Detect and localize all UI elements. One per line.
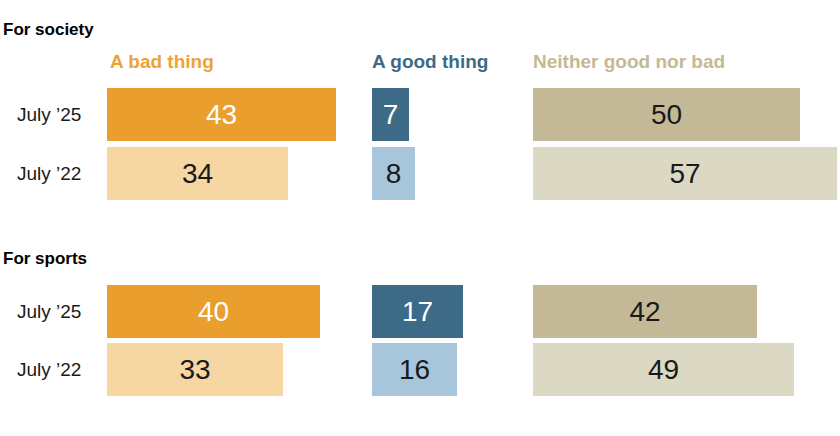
row-label-sports-july25: July ’25	[17, 285, 81, 338]
bar-society-july22-good: 8	[372, 147, 415, 200]
grouped-bar-chart: For society A bad thing A good thing Nei…	[0, 0, 840, 436]
bar-society-july25-neither: 50	[533, 88, 800, 141]
bar-value-label: 57	[669, 160, 700, 188]
bar-value-label: 34	[182, 160, 213, 188]
bar-value-label: 7	[383, 101, 399, 129]
legend-label-neither: Neither good nor bad	[533, 52, 725, 72]
bar-value-label: 43	[206, 101, 237, 129]
bar-society-july22-neither: 57	[533, 147, 837, 200]
bar-value-label: 17	[402, 298, 433, 326]
bar-society-july25-bad: 43	[107, 88, 336, 141]
bar-sports-july22-neither: 49	[533, 343, 794, 396]
bar-society-july25-good: 7	[372, 88, 409, 141]
row-label-society-july25: July ’25	[17, 88, 81, 141]
bar-sports-july22-good: 16	[372, 343, 457, 396]
bar-sports-july25-good: 17	[372, 285, 463, 338]
row-label-society-july22: July ’22	[17, 147, 81, 200]
bar-sports-july25-bad: 40	[107, 285, 320, 338]
bar-value-label: 40	[198, 298, 229, 326]
legend-label-bad-thing: A bad thing	[110, 52, 214, 72]
section-title-sports: For sports	[3, 250, 87, 268]
bar-value-label: 8	[386, 160, 402, 188]
bar-society-july22-bad: 34	[107, 147, 288, 200]
bar-value-label: 50	[651, 101, 682, 129]
bar-sports-july25-neither: 42	[533, 285, 757, 338]
row-label-sports-july22: July ’22	[17, 343, 81, 396]
bar-value-label: 33	[179, 356, 210, 384]
section-title-society: For society	[3, 21, 94, 39]
bar-value-label: 49	[648, 356, 679, 384]
bar-sports-july22-bad: 33	[107, 343, 283, 396]
bar-value-label: 42	[629, 298, 660, 326]
legend-label-good-thing: A good thing	[372, 52, 488, 72]
bar-value-label: 16	[399, 356, 430, 384]
